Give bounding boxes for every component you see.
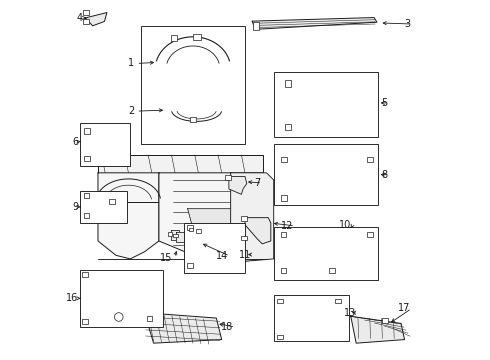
Bar — [280, 157, 287, 162]
Bar — [187, 263, 193, 268]
Bar — [277, 298, 283, 303]
Text: 12: 12 — [281, 221, 294, 231]
Polygon shape — [188, 228, 200, 264]
Text: 3: 3 — [404, 19, 410, 29]
Bar — [193, 33, 200, 40]
Bar — [84, 193, 89, 198]
Bar — [189, 228, 194, 231]
Polygon shape — [98, 155, 263, 173]
Text: 6: 6 — [73, 137, 78, 147]
Bar — [80, 123, 130, 166]
Bar — [277, 335, 283, 339]
Polygon shape — [281, 300, 338, 338]
Text: 9: 9 — [73, 202, 78, 212]
Polygon shape — [231, 173, 274, 262]
Text: 13: 13 — [344, 308, 356, 318]
Text: 2: 2 — [128, 106, 135, 116]
Bar — [285, 124, 291, 130]
Polygon shape — [192, 226, 201, 237]
Text: 18: 18 — [221, 322, 234, 332]
Bar — [82, 319, 88, 324]
Bar — [83, 19, 89, 24]
Polygon shape — [159, 173, 263, 262]
Bar — [141, 26, 245, 144]
Bar — [83, 10, 89, 15]
Polygon shape — [87, 196, 112, 218]
Text: :: : — [245, 355, 246, 356]
Bar — [242, 236, 247, 240]
Bar — [335, 298, 341, 303]
Bar — [84, 156, 91, 161]
Bar — [285, 80, 291, 87]
Polygon shape — [285, 78, 368, 130]
Bar — [196, 229, 200, 233]
Polygon shape — [85, 13, 107, 26]
Bar — [329, 268, 335, 273]
Text: 5: 5 — [381, 98, 388, 108]
Bar — [173, 234, 177, 237]
Text: 16: 16 — [66, 293, 78, 303]
Bar — [274, 295, 349, 341]
Bar — [80, 191, 126, 223]
Polygon shape — [283, 148, 372, 198]
Polygon shape — [359, 78, 372, 130]
Polygon shape — [188, 209, 245, 262]
Text: 8: 8 — [381, 170, 388, 180]
Polygon shape — [171, 230, 179, 240]
Bar — [190, 117, 196, 122]
Bar — [84, 128, 91, 134]
Text: 15: 15 — [160, 253, 172, 263]
Polygon shape — [351, 316, 405, 343]
Bar — [274, 72, 378, 137]
Bar — [80, 270, 163, 327]
Polygon shape — [85, 274, 149, 323]
Bar — [280, 195, 287, 201]
Polygon shape — [145, 313, 221, 343]
Text: 4: 4 — [76, 13, 82, 23]
Bar — [184, 223, 245, 273]
Bar — [147, 316, 152, 321]
Bar — [367, 157, 373, 162]
Text: 11: 11 — [239, 249, 251, 260]
Bar — [382, 318, 388, 323]
Bar — [82, 273, 88, 277]
Text: 10: 10 — [339, 220, 351, 230]
Bar — [171, 35, 177, 41]
Bar — [168, 232, 172, 235]
Bar — [187, 225, 193, 230]
Bar — [280, 268, 286, 273]
Bar — [274, 226, 378, 280]
Text: 7: 7 — [254, 178, 260, 188]
Polygon shape — [285, 234, 368, 271]
Polygon shape — [199, 228, 208, 238]
Polygon shape — [176, 232, 185, 242]
Polygon shape — [252, 18, 377, 30]
Text: 14: 14 — [216, 251, 228, 261]
Bar — [84, 213, 89, 219]
Polygon shape — [245, 218, 271, 244]
Bar — [253, 22, 259, 30]
Polygon shape — [98, 173, 159, 259]
Bar — [225, 175, 231, 180]
Bar — [242, 216, 247, 221]
Bar — [109, 199, 115, 204]
Bar — [280, 232, 286, 237]
Bar — [367, 232, 373, 237]
Polygon shape — [91, 130, 112, 158]
Circle shape — [115, 313, 123, 321]
Text: 1: 1 — [128, 58, 135, 68]
Text: 17: 17 — [397, 303, 410, 314]
Polygon shape — [229, 176, 247, 194]
Bar — [274, 144, 378, 205]
